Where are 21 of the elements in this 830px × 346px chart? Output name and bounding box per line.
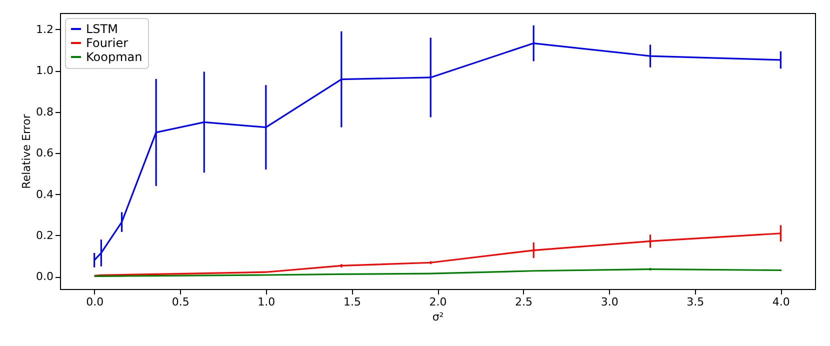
x-tick-label: 2.0 [429, 296, 447, 308]
y-tick-label: 1.2 [36, 22, 54, 36]
x-tick-label: 3.0 [600, 296, 618, 308]
x-tick-label: 3.5 [686, 296, 704, 308]
y-tick-label: 0.4 [36, 188, 54, 201]
y-tick-label: 0.6 [36, 146, 54, 160]
x-tick-label: 4.0 [772, 296, 790, 308]
y-axis-title: Relative Error [20, 114, 34, 189]
legend-label: Koopman [86, 50, 142, 64]
x-tick-label: 2.5 [515, 296, 533, 308]
x-tick-label: 1.0 [258, 296, 276, 308]
legend-label: Fourier [86, 36, 128, 50]
y-tick-label: 0.2 [36, 228, 54, 242]
y-tick-label: 0.0 [36, 270, 54, 284]
x-tick-label: 0.5 [172, 296, 190, 308]
x-tick-label: 0.0 [86, 296, 104, 308]
y-tick-label: 0.8 [36, 105, 54, 118]
y-tick-label: 1.0 [36, 64, 54, 78]
x-tick-label: 1.5 [343, 296, 361, 308]
x-axis-title: σ² [432, 310, 444, 324]
legend-label: LSTM [86, 22, 118, 36]
